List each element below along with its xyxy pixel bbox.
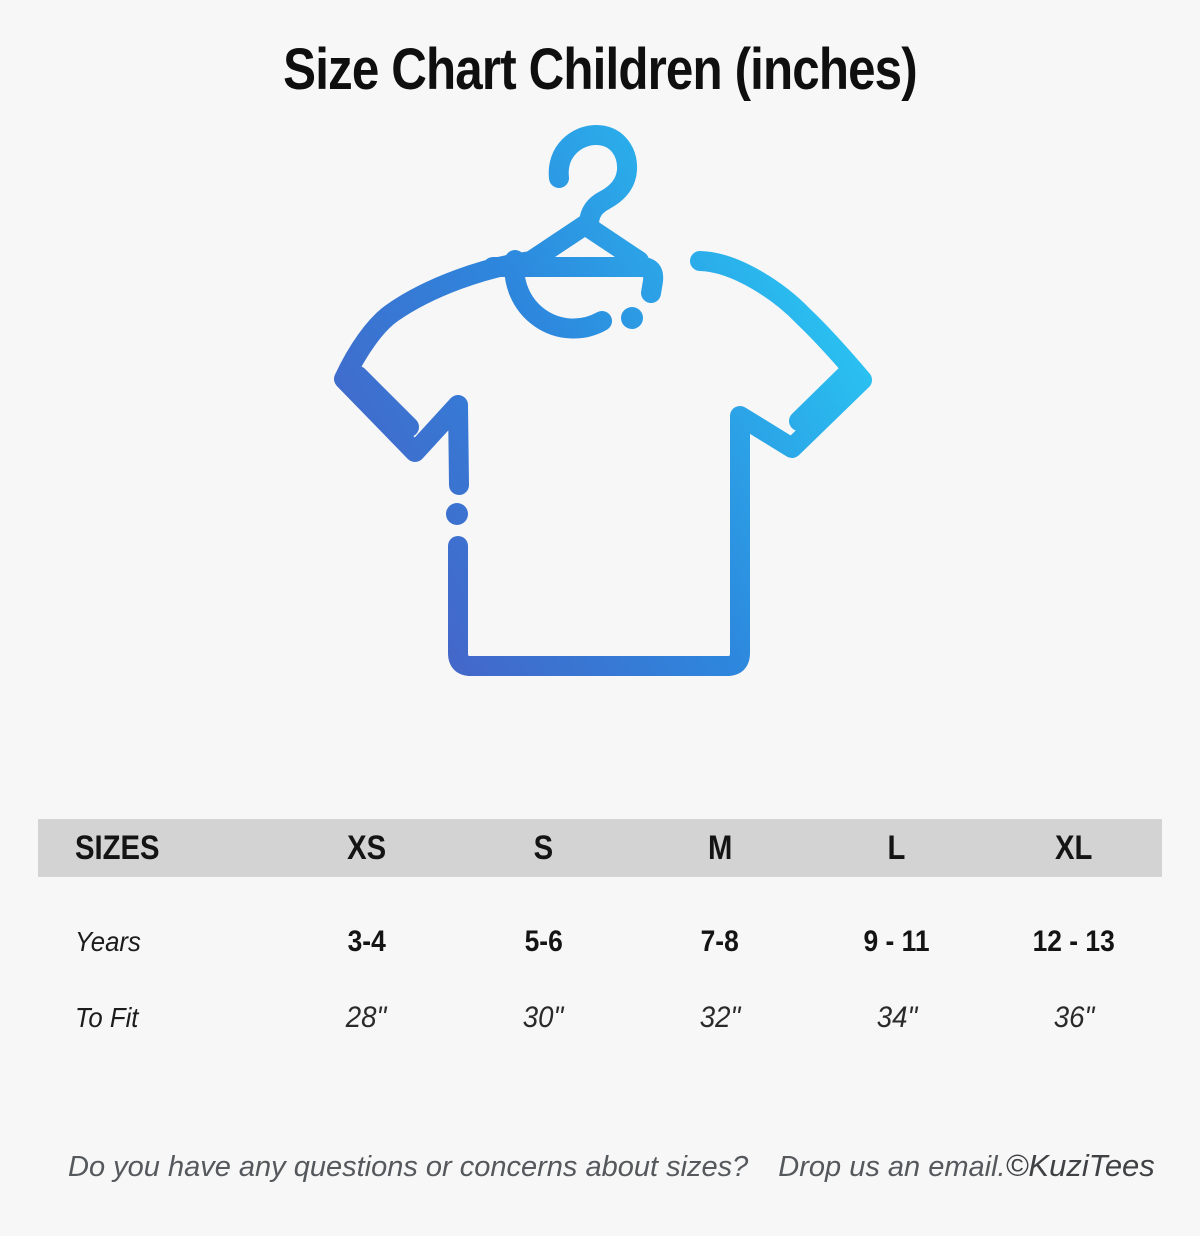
brand-label: ©KuziTees [1005, 1148, 1155, 1183]
years-s: 5-6 [524, 925, 563, 958]
tofit-xs: 28" [346, 1001, 387, 1034]
footer: Do you have any questions or concerns ab… [0, 1148, 1200, 1184]
years-row-label: Years [75, 926, 141, 957]
tofit-l: 34" [876, 1001, 918, 1034]
footer-question: Do you have any questions or concerns ab… [68, 1151, 749, 1183]
table-header-row: SIZES XS S M L XL [38, 819, 1162, 877]
tofit-m: 32" [699, 1001, 741, 1034]
table-row-years: Years 3-4 5-6 7-8 9 - 11 12 - 13 [38, 915, 1162, 969]
table-row-tofit: To Fit 28" 30" 32" 34" 36" [38, 991, 1162, 1045]
tofit-s: 30" [522, 1001, 564, 1034]
page-title: Size Chart Children (inches) [283, 37, 917, 102]
header-cell-m: M [707, 828, 733, 867]
header-cell-l: L [887, 828, 906, 867]
years-l: 9 - 11 [863, 925, 930, 958]
tofit-xl: 36" [1053, 1001, 1094, 1034]
tofit-row-label: To Fit [75, 1002, 139, 1033]
years-m: 7-8 [700, 925, 740, 958]
tshirt-hanger-icon [325, 121, 875, 713]
header-cell-s: S [533, 828, 553, 867]
years-xl: 12 - 13 [1032, 925, 1115, 958]
sizes-label: SIZES [75, 828, 160, 867]
footer-cta: Drop us an email. [778, 1151, 1006, 1183]
years-xs: 3-4 [347, 925, 386, 958]
size-table: SIZES XS S M L XL Years 3-4 5-6 7-8 9 - … [38, 819, 1162, 1045]
header-cell-sizes: SIZES [38, 829, 278, 868]
header-cell-xs: XS [346, 828, 386, 867]
header-cell-xl: XL [1054, 828, 1093, 867]
